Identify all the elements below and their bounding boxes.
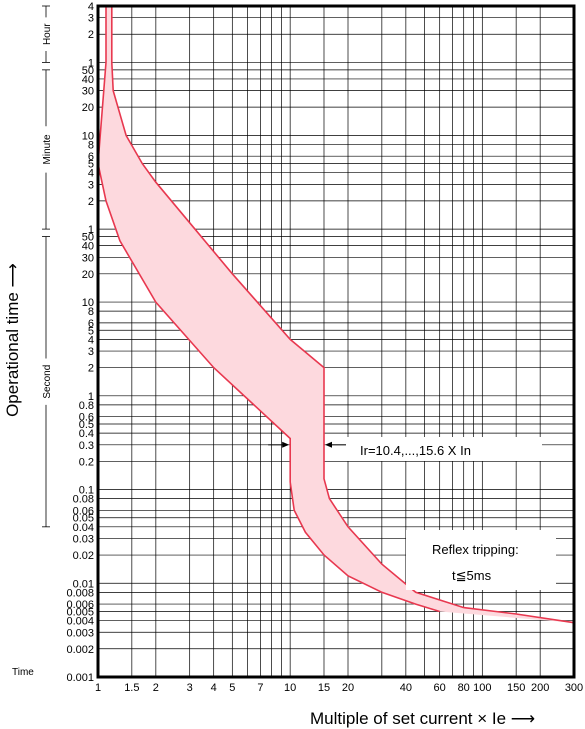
x-tick-label: 100 <box>473 682 491 694</box>
y-tick-label: 20 <box>82 269 94 281</box>
y-tick-labels: 432150403020108654321504030201086543210.… <box>66 1 94 684</box>
unit-label-group: Hour <box>42 23 53 45</box>
x-tick-label: 80 <box>458 682 470 694</box>
x-tick-label: 10 <box>284 682 296 694</box>
y-tick-label: 0.008 <box>66 587 94 599</box>
y-tick-label: 0.06 <box>73 505 94 517</box>
unit-label-time: Time <box>12 667 34 678</box>
ir-arrow-right-head <box>324 441 332 448</box>
y-tick-label: 0.4 <box>79 428 94 440</box>
x-tick-label: 20 <box>342 682 354 694</box>
y-tick-label: 6 <box>88 318 94 330</box>
y-tick-label: 5 <box>88 159 94 171</box>
x-tick-label: 40 <box>400 682 412 694</box>
y-tick-label: 0.03 <box>73 534 94 546</box>
y-tick-label: 40 <box>82 74 94 86</box>
tripping-band <box>98 6 574 623</box>
y-tick-label: 0.8 <box>79 400 94 412</box>
y-tick-label: 0.006 <box>66 599 94 611</box>
y-tick-label: 10 <box>82 297 94 309</box>
y-tick-label: 1 <box>88 224 94 236</box>
y-tick-label: 0.5 <box>79 419 94 431</box>
ir-annotation: Ir=10.4,...,15.6 X In <box>268 437 542 461</box>
y-tick-label: 2 <box>88 363 94 375</box>
unit-label-hour: Hour <box>42 23 53 45</box>
y-tick-label: 4 <box>88 334 94 346</box>
y-tick-label: 8 <box>88 139 94 151</box>
lower-curve <box>97 6 440 613</box>
x-tick-label: 4 <box>211 682 217 694</box>
y-tick-label: 3 <box>88 179 94 191</box>
unit-label-group: Minute <box>42 134 53 164</box>
x-tick-label: 15 <box>318 682 330 694</box>
x-tick-label: 5 <box>229 682 235 694</box>
y-tick-label: 50 <box>82 65 94 77</box>
x-tick-label: 7 <box>257 682 263 694</box>
y-tick-label: 2 <box>88 29 94 41</box>
x-tick-label: 1.5 <box>124 682 139 694</box>
x-tick-label: 150 <box>507 682 525 694</box>
y-tick-label: 30 <box>82 252 94 264</box>
x-axis-title: Multiple of set current × Ie ⟶ <box>310 709 535 728</box>
ir-label: Ir=10.4,...,15.6 X In <box>360 443 471 458</box>
y-tick-label: 4 <box>88 168 94 180</box>
x-tick-labels: 1 1.5 2 3 4 5 7 10 15 20 40 60 80 100 150 200 300 <box>95 682 583 694</box>
y-axis-title-group: Operational time ⟶ <box>3 263 22 417</box>
y-tick-label: 4 <box>88 1 94 13</box>
unit-label-minute: Minute <box>42 134 53 164</box>
ir-label-box <box>346 437 542 461</box>
y-tick-label: 0.3 <box>79 440 94 452</box>
unit-label-second: Second <box>42 365 53 399</box>
y-tick-label: 1 <box>88 391 94 403</box>
x-tick-label: 1 <box>95 682 101 694</box>
x-tick-label: 3 <box>187 682 193 694</box>
y-tick-label: 0.2 <box>79 456 94 468</box>
unit-label-group: Second <box>42 365 53 399</box>
y-axis-title-text: Operational time <box>3 292 22 417</box>
reflex-tripping-box: Reflex tripping: t≦5ms <box>406 530 556 590</box>
y-tick-label: 0.01 <box>73 578 94 590</box>
y-tick-label: 6 <box>88 151 94 163</box>
upper-curve <box>111 6 575 624</box>
reflex-value: t≦5ms <box>452 568 492 583</box>
y-tick-label: 0.08 <box>73 494 94 506</box>
reflex-box-bg <box>406 530 556 590</box>
y-tick-label: 0.002 <box>66 644 94 656</box>
y-axis-title: Operational time ⟶ <box>3 263 22 417</box>
y-tick-label: 0.1 <box>79 485 94 497</box>
y-tick-label: 50 <box>82 232 94 244</box>
y-tick-label: 0.004 <box>66 616 94 628</box>
y-tick-label: 1 <box>88 57 94 69</box>
y-tick-label: 0.04 <box>73 522 94 534</box>
x-tick-label: 200 <box>531 682 549 694</box>
y-unit-labels: Hour Minute Second Time <box>12 5 53 678</box>
y-tick-label: 3 <box>88 13 94 25</box>
x-tick-label: 300 <box>565 682 583 694</box>
y-tick-label: 2 <box>88 196 94 208</box>
y-tick-label: 0.6 <box>79 412 94 424</box>
y-tick-label: 10 <box>82 130 94 142</box>
y-tick-label: 8 <box>88 306 94 318</box>
x-axis-title-text: Multiple of set current × Ie <box>310 709 506 728</box>
y-tick-label: 40 <box>82 241 94 253</box>
y-tick-label: 20 <box>82 102 94 114</box>
y-tick-label: 0.003 <box>66 627 94 639</box>
x-tick-label: 2 <box>153 682 159 694</box>
y-tick-label: 5 <box>88 325 94 337</box>
y-tick-label: 0.02 <box>73 550 94 562</box>
ir-arrow-left-head <box>282 441 290 448</box>
reflex-title: Reflex tripping: <box>432 542 519 557</box>
y-tick-label: 0.001 <box>66 672 94 684</box>
y-tick-label: 0.05 <box>73 513 94 525</box>
x-tick-label: 60 <box>434 682 446 694</box>
y-tick-label: 3 <box>88 346 94 358</box>
y-tick-label: 0.005 <box>66 606 94 618</box>
y-tick-label: 30 <box>82 86 94 98</box>
plot-frame <box>96 4 576 679</box>
